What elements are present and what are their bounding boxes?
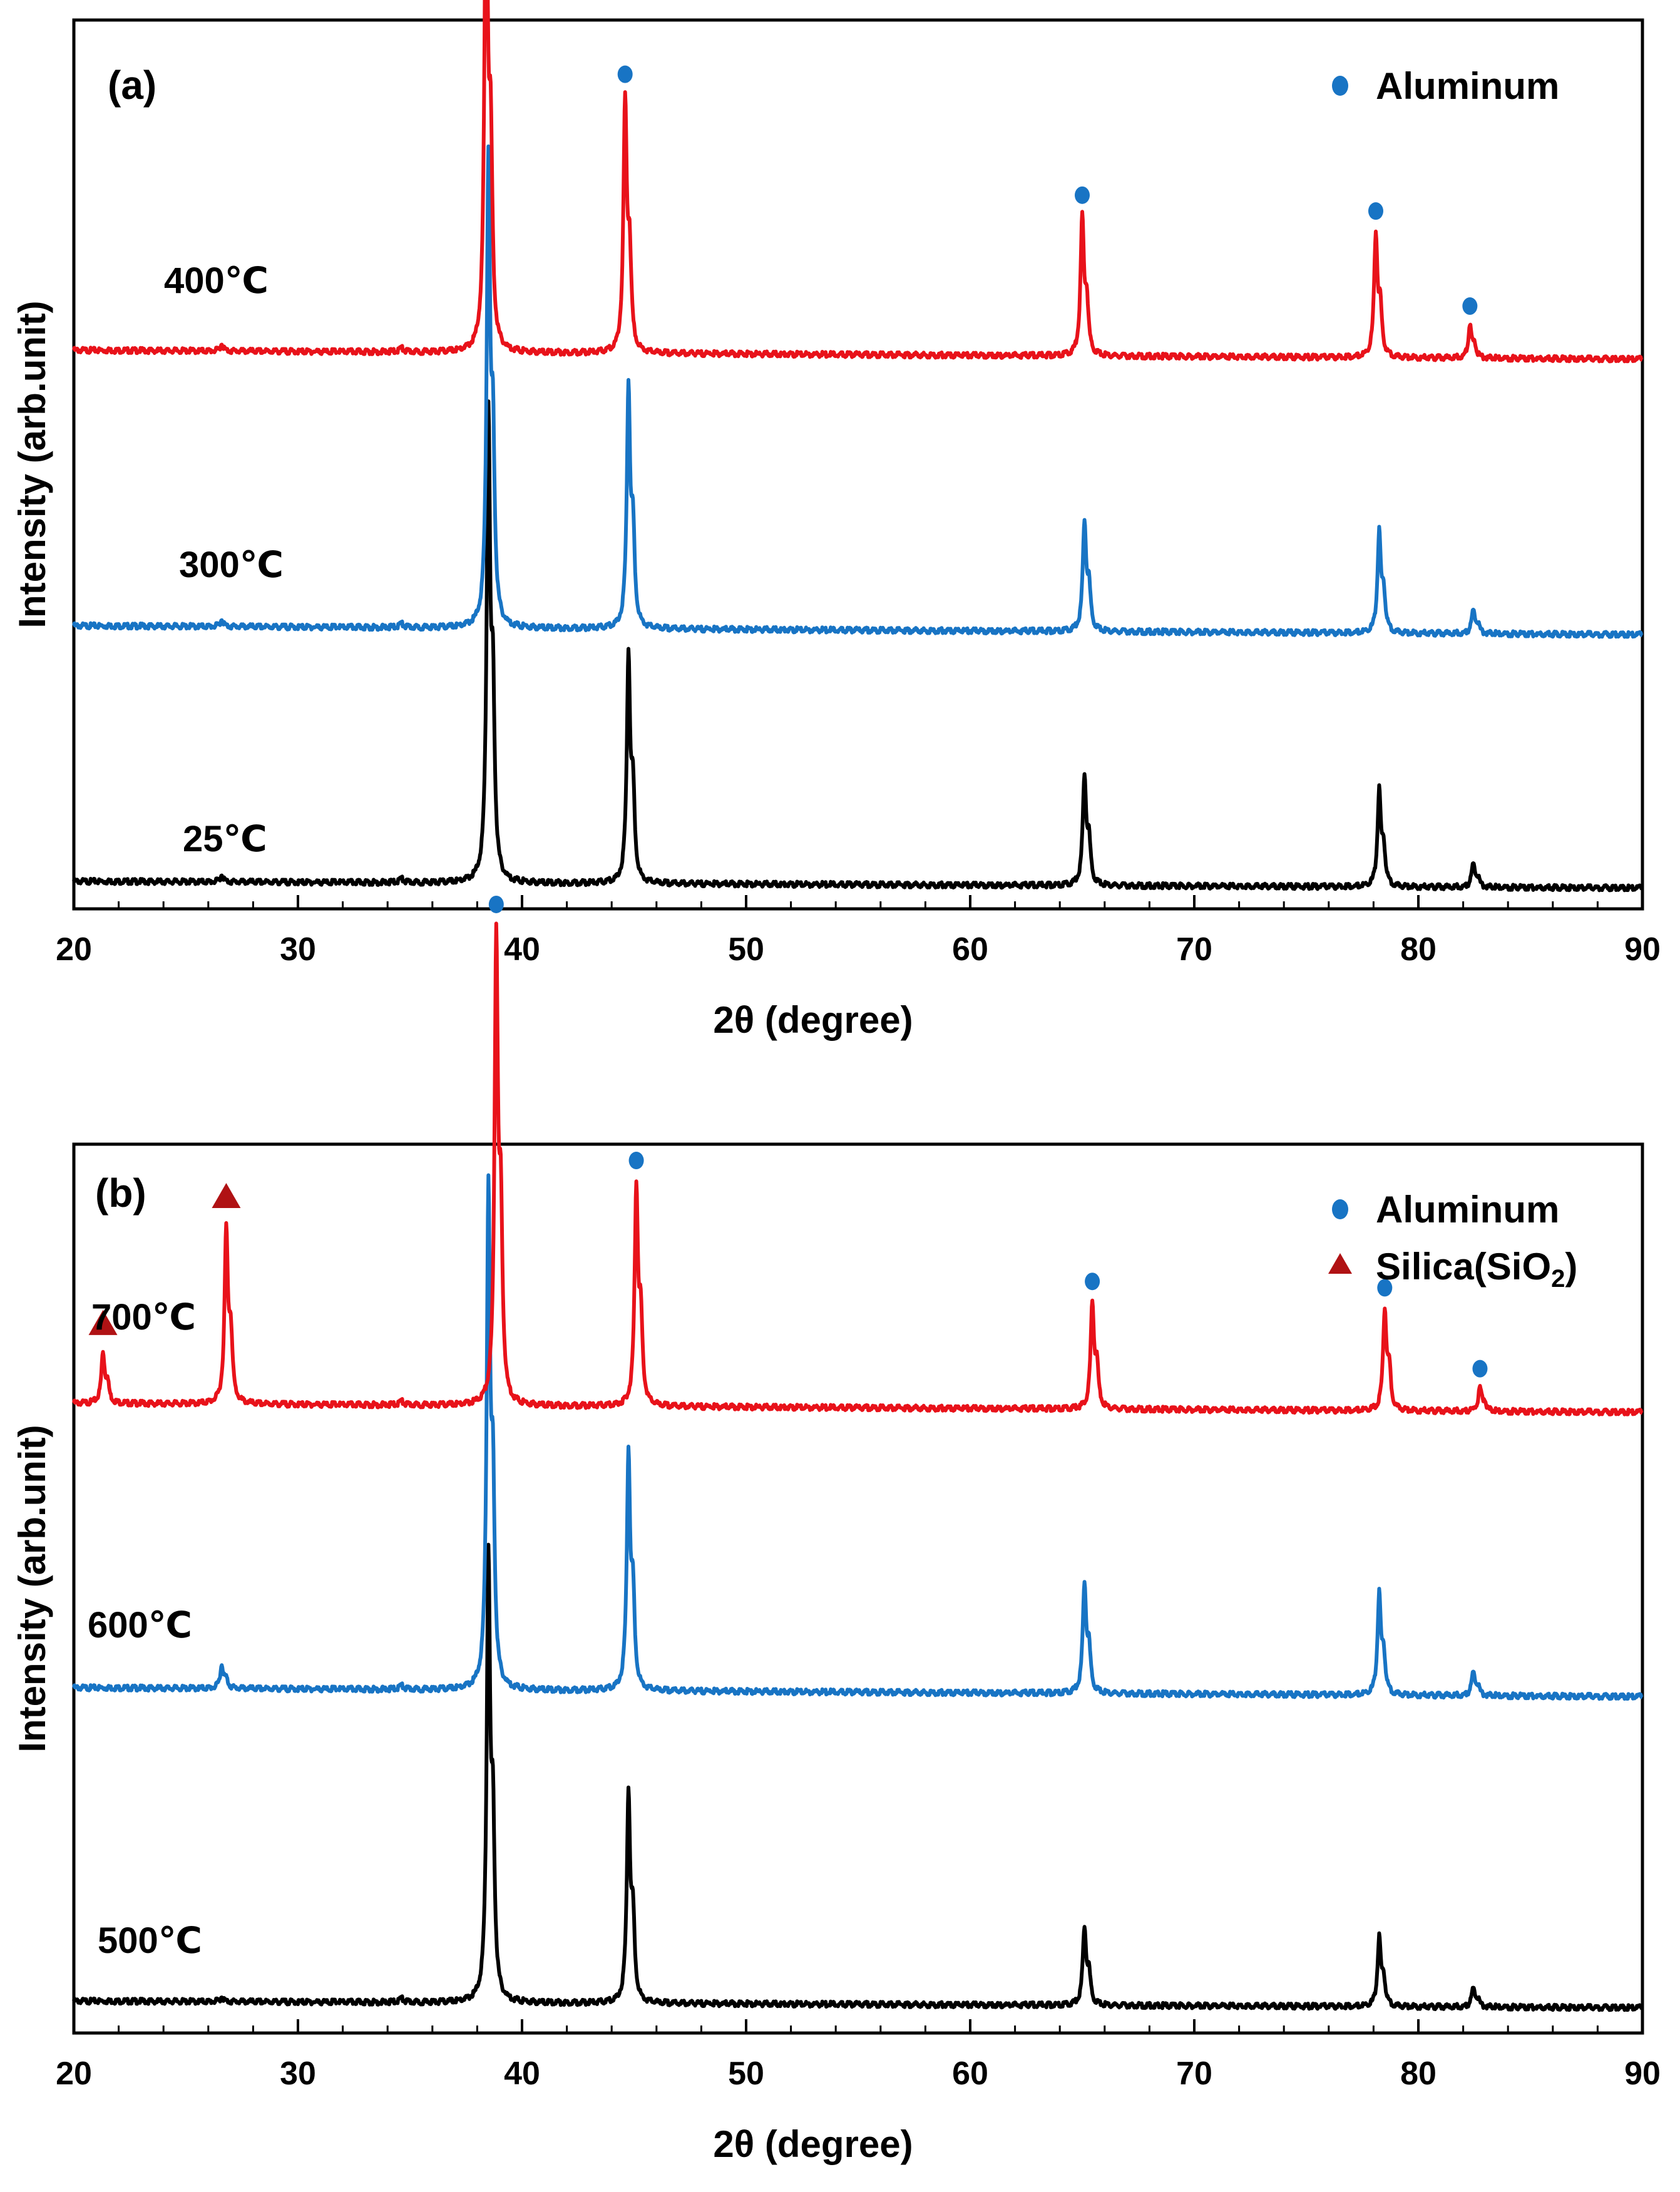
panel-b-legend: Aluminum Silica(SiO2): [1328, 1189, 1577, 1293]
panel-a-plot-area: [72, 18, 1644, 911]
x-tick-label: 60: [952, 931, 988, 968]
x-tick-label: 90: [1624, 931, 1661, 968]
panel-a-y-axis-title: Intensity (arb.unit): [11, 300, 53, 628]
series-line-25c: [72, 399, 1644, 893]
series-line-500c: [72, 1542, 1644, 2012]
legend-aluminum-marker: [1332, 76, 1348, 96]
legend-silica-label-tail: ): [1565, 1246, 1577, 1288]
series-label-700c: 700℃: [91, 1297, 196, 1338]
aluminum-peak-marker: [1377, 1279, 1393, 1297]
series-label-400c: 400℃: [164, 260, 269, 301]
series-line-700c: [72, 921, 1644, 1416]
legend-aluminum-label: Aluminum: [1376, 65, 1559, 107]
panel-b-ticks: 20 30 40 50 60 70 80 90: [56, 2019, 1661, 2092]
panel-a-markers: [617, 65, 1478, 315]
legend-silica-label-main: Silica(SiO: [1376, 1246, 1551, 1288]
panel-a: 20 30 40 50 60 70 80 90 (a) 400℃ 300℃ 25℃ Alumi…: [11, 0, 1661, 1041]
x-tick-label: 20: [56, 931, 92, 968]
aluminum-peak-marker: [1085, 1273, 1100, 1291]
aluminum-peak-marker: [1472, 1360, 1488, 1378]
aluminum-peak-marker: [1462, 297, 1478, 315]
panel-b-x-axis-title: 2θ (degree): [713, 2123, 913, 2165]
silica-peak-marker: [88, 1309, 118, 1335]
x-tick-label: 20: [56, 2056, 92, 2092]
aluminum-peak-marker: [488, 895, 504, 913]
x-tick-label: 80: [1400, 931, 1437, 968]
x-tick-label: 90: [1624, 2056, 1661, 2092]
panel-b-markers: [88, 895, 1488, 1378]
aluminum-peak-marker: [617, 65, 633, 83]
x-tick-label: 70: [1176, 2056, 1212, 2092]
series-line-600c: [72, 1173, 1644, 1701]
panel-b: 20 30 40 50 60 70 80 90 (b) 700℃ 600℃ 500℃ Alum…: [11, 895, 1661, 2165]
silica-peak-marker: [212, 1183, 241, 1209]
legend-silica-label: Silica(SiO2): [1376, 1246, 1577, 1293]
panel-a-tag: (a): [108, 63, 156, 108]
series-line-300c: [72, 144, 1644, 639]
x-tick-label: 40: [504, 931, 540, 968]
series-label-300c: 300℃: [179, 545, 284, 585]
legend-silica-label-subscript: 2: [1551, 1265, 1565, 1293]
x-tick-label: 30: [280, 931, 316, 968]
x-tick-label: 60: [952, 2056, 988, 2092]
legend-silica-marker: [1328, 1253, 1352, 1274]
panel-a-legend: Aluminum: [1332, 65, 1559, 107]
x-tick-label: 40: [504, 2056, 540, 2092]
x-tick-label: 50: [728, 931, 764, 968]
aluminum-peak-marker: [628, 1152, 644, 1170]
panel-b-series: [72, 921, 1644, 2012]
panel-b-tag: (b): [95, 1170, 146, 1216]
series-label-25c: 25℃: [183, 819, 267, 859]
aluminum-peak-marker: [1075, 186, 1090, 204]
x-tick-label: 80: [1400, 2056, 1437, 2092]
x-tick-label: 70: [1176, 931, 1212, 968]
x-tick-label: 50: [728, 2056, 764, 2092]
panel-b-plot-area: [72, 1142, 1644, 2035]
series-label-600c: 600℃: [88, 1605, 192, 1646]
panel-a-series: [72, 0, 1644, 893]
series-label-500c: 500℃: [98, 1920, 202, 1961]
legend-aluminum-label: Aluminum: [1376, 1189, 1559, 1231]
panel-a-x-axis-title: 2θ (degree): [713, 999, 913, 1041]
aluminum-peak-marker: [1368, 202, 1383, 220]
legend-aluminum-marker: [1332, 1199, 1348, 1219]
panel-b-y-axis-title: Intensity (arb.unit): [11, 1425, 53, 1752]
panel-a-ticks: 20 30 40 50 60 70 80 90: [56, 895, 1661, 968]
series-line-400c: [72, 0, 1644, 364]
x-tick-label: 30: [280, 2056, 316, 2092]
